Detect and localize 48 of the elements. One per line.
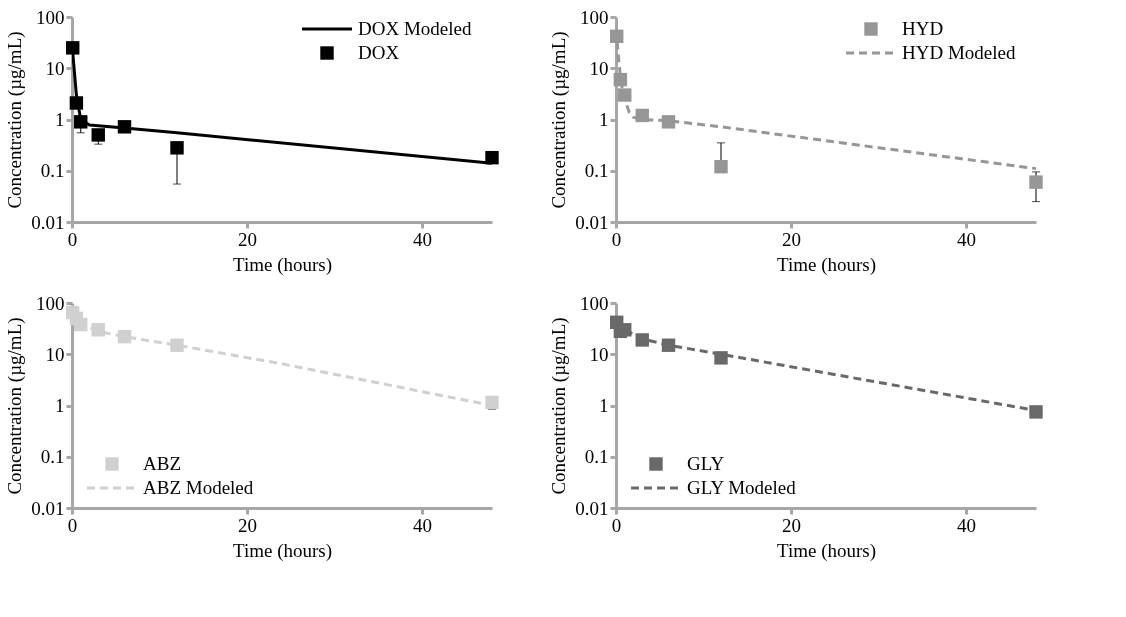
y-axis-title: Concentration (µg/mL) <box>4 317 27 495</box>
x-tick-label: 0 <box>611 514 622 536</box>
y-tick-label: 10 <box>45 343 65 365</box>
y-tick-label: 1 <box>55 395 65 416</box>
y-tick-label: 1 <box>55 109 65 130</box>
x-tick-label: 0 <box>67 514 78 536</box>
legend-label: GLY <box>687 453 725 474</box>
y-axis-title: Concentration (µg/mL) <box>548 31 571 209</box>
y-tick-label: 100 <box>36 292 65 314</box>
y-tick-label: 10 <box>589 343 609 365</box>
x-tick-label: 20 <box>782 228 801 250</box>
legend-label: GLY Modeled <box>687 477 797 498</box>
x-tick-label: 20 <box>238 228 257 250</box>
x-tick-label: 20 <box>782 514 801 536</box>
y-axis-title: Concentration (µg/mL) <box>4 31 27 209</box>
x-axis-title: Time (hours) <box>776 539 877 562</box>
legend-label: ABZ Modeled <box>143 477 254 498</box>
legend-label: HYD <box>902 18 944 39</box>
x-axis-title: Time (hours) <box>232 539 333 562</box>
y-tick-label: 0.01 <box>31 497 65 519</box>
x-tick-label: 0 <box>611 228 622 250</box>
x-axis-title: Time (hours) <box>776 253 877 276</box>
x-tick-label: 40 <box>413 514 432 536</box>
y-tick-label: 100 <box>36 6 65 28</box>
y-tick-label: 0.1 <box>40 446 65 468</box>
y-tick-label: 0.01 <box>31 211 65 233</box>
y-tick-label: 100 <box>580 6 609 28</box>
y-tick-label: 1 <box>599 395 609 416</box>
legend-label: DOX Modeled <box>358 18 472 39</box>
y-tick-label: 1 <box>599 109 609 130</box>
x-tick-label: 40 <box>957 228 976 250</box>
y-tick-label: 0.1 <box>40 160 65 182</box>
y-tick-label: 10 <box>45 57 65 79</box>
y-axis-title: Concentration (µg/mL) <box>548 317 571 495</box>
legend-label: ABZ <box>143 453 181 474</box>
y-tick-label: 0.01 <box>575 497 609 519</box>
legend-label: HYD Modeled <box>902 42 1016 63</box>
y-tick-label: 0.01 <box>575 211 609 233</box>
y-tick-label: 100 <box>580 292 609 314</box>
y-tick-label: 10 <box>589 57 609 79</box>
y-tick-label: 0.1 <box>584 160 609 182</box>
y-tick-label: 0.1 <box>584 446 609 468</box>
x-tick-label: 0 <box>67 228 78 250</box>
x-tick-label: 40 <box>413 228 432 250</box>
x-tick-label: 20 <box>238 514 257 536</box>
x-tick-label: 40 <box>957 514 976 536</box>
legend-label: DOX <box>358 42 400 63</box>
x-axis-title: Time (hours) <box>232 253 333 276</box>
